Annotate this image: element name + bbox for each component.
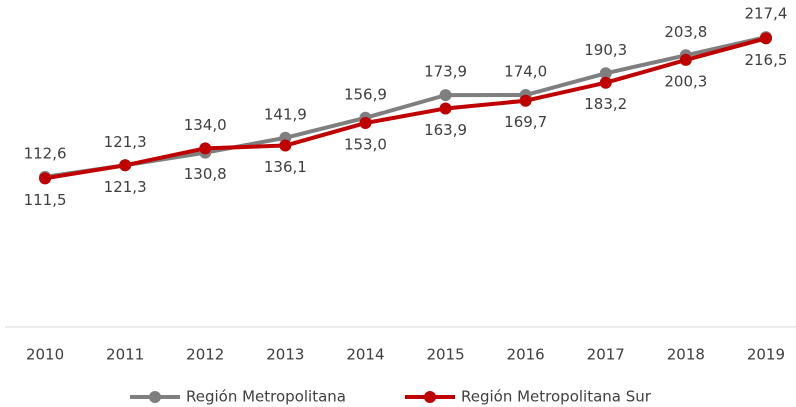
data-label: 112,6 [24, 144, 67, 162]
series-line [44, 36, 767, 181]
x-tick-label: 2016 [507, 346, 545, 364]
data-label: 217,4 [744, 5, 787, 23]
data-label: 134,0 [184, 116, 227, 134]
data-label: 163,9 [424, 121, 467, 139]
series-line [44, 35, 767, 179]
x-tick-label: 2013 [266, 346, 304, 364]
data-point [599, 76, 612, 89]
data-label: 136,1 [264, 158, 307, 176]
x-tick-label: 2015 [426, 346, 464, 364]
data-point [39, 172, 52, 185]
data-label: 121,3 [104, 178, 147, 196]
x-tick-label: 2017 [587, 346, 625, 364]
data-label: 200,3 [664, 72, 707, 90]
data-label: 216,5 [744, 51, 787, 69]
data-label: 174,0 [504, 63, 547, 81]
x-tick-label: 2012 [186, 346, 224, 364]
legend-marker [149, 391, 161, 403]
x-tick-label: 2014 [346, 346, 384, 364]
data-label: 121,3 [104, 133, 147, 151]
data-label: 203,8 [664, 23, 707, 41]
data-label: 156,9 [344, 85, 387, 103]
legend-marker [424, 391, 436, 403]
data-point [519, 94, 532, 107]
data-label: 141,9 [264, 105, 307, 123]
data-point [759, 32, 772, 45]
data-label: 183,2 [584, 95, 627, 113]
legend-label: Región Metropolitana Sur [461, 388, 652, 406]
data-point [439, 102, 452, 115]
data-point [599, 67, 612, 80]
data-point [119, 159, 132, 172]
data-label: 153,0 [344, 136, 387, 154]
data-label: 169,7 [504, 113, 547, 131]
data-point [679, 53, 692, 66]
x-tick-label: 2018 [667, 346, 705, 364]
data-point [279, 139, 292, 152]
data-label: 173,9 [424, 63, 467, 81]
legend-label: Región Metropolitana [186, 388, 346, 406]
x-tick-label: 2011 [106, 346, 144, 364]
data-label: 111,5 [24, 191, 67, 209]
data-point [359, 117, 372, 129]
data-point [439, 89, 452, 102]
data-point [199, 142, 212, 155]
data-label: 190,3 [584, 41, 627, 59]
data-label: 130,8 [184, 165, 227, 183]
x-tick-label: 2010 [26, 346, 64, 364]
x-tick-label: 2019 [747, 346, 785, 364]
